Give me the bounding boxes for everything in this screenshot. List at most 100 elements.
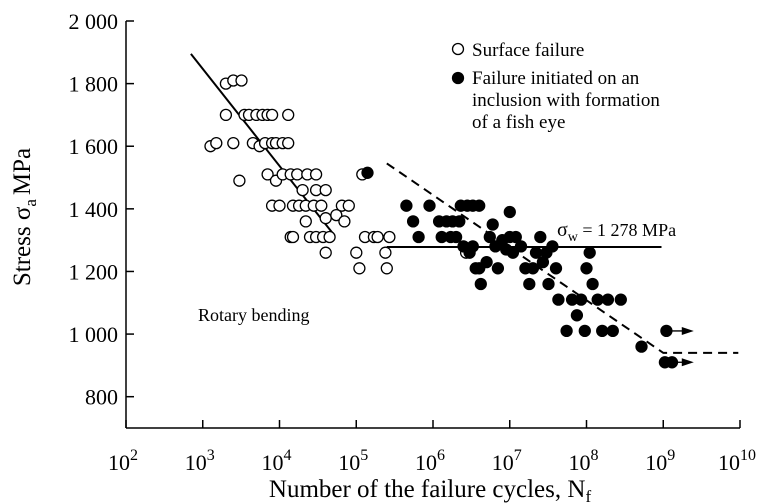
- inclusion-failure-point: [491, 262, 505, 275]
- inclusion-failure-point: [406, 215, 420, 228]
- x-tick-label: 104: [262, 447, 292, 475]
- fatigue-limit-label: σw = 1 278 MPa: [557, 219, 676, 245]
- rotary-bending-label: Rotary bending: [198, 305, 309, 325]
- inclusion-failure-point: [635, 340, 648, 353]
- surface-failure-point: [315, 199, 328, 212]
- inclusion-failure-point: [552, 293, 565, 306]
- inclusion-failure-point: [660, 324, 673, 338]
- inclusion-failure-point: [526, 262, 540, 275]
- runout-arrow-head: [681, 358, 694, 367]
- y-tick-label: 800: [85, 385, 118, 410]
- inclusion-failure-point: [570, 309, 584, 322]
- surface-failure-point: [299, 215, 312, 228]
- surface-failure-point: [353, 262, 366, 275]
- surface-failure-point: [235, 74, 248, 87]
- inclusion-failure-point: [580, 262, 593, 275]
- y-tick-label: 1 400: [69, 197, 119, 222]
- surface-failure-point: [350, 246, 363, 259]
- x-tick-label: 103: [185, 447, 215, 475]
- y-axis-title: Stress σaMPa: [9, 148, 40, 286]
- inclusion-failure-point: [473, 199, 486, 212]
- surface-failure-point: [338, 215, 351, 228]
- inclusion-failure-point: [483, 230, 496, 244]
- surface-failure-point: [282, 136, 295, 150]
- inclusion-failure-point: [523, 277, 536, 291]
- surface-failure-point: [380, 262, 393, 275]
- y-tick-label: 2 000: [69, 9, 119, 34]
- inclusion-failure-point: [546, 240, 559, 253]
- inclusion-failure-point: [591, 293, 604, 306]
- surface-failure-point: [286, 230, 300, 244]
- y-tick-label: 1 800: [69, 72, 119, 97]
- inclusion-failure-point: [453, 215, 466, 228]
- inclusion-failure-point: [506, 246, 520, 259]
- surface-failure-point: [273, 199, 286, 212]
- surface-failure-point: [319, 212, 332, 225]
- surface-failure-point: [383, 230, 396, 244]
- surface-failure-point: [291, 168, 304, 181]
- inclusion-failure-point: [596, 324, 609, 338]
- surface-failure-point: [342, 199, 355, 212]
- y-tick-label: 1 000: [69, 322, 119, 347]
- inclusion-failure-point: [542, 277, 555, 291]
- inclusion-failure-point: [480, 255, 493, 269]
- inclusion-failure-point: [601, 293, 615, 306]
- x-tick-label: 105: [338, 447, 368, 475]
- legend-label-inclusion-line2: inclusion with formation: [472, 90, 660, 111]
- inclusion-failure-point: [549, 262, 563, 275]
- surface-failure-point: [309, 168, 323, 181]
- surface-failure-point: [323, 230, 336, 244]
- x-tick-label: 1010: [718, 447, 756, 475]
- inclusion-failure-point: [361, 166, 374, 179]
- surface-failure-point: [227, 136, 240, 150]
- y-tick-label: 1 200: [69, 259, 119, 284]
- high-cycle-trend-line: [386, 162, 739, 354]
- legend-label-inclusion-line1: Failure initiated on an: [472, 68, 640, 89]
- surface-failure-point: [265, 108, 279, 122]
- surface-failure-point: [330, 208, 343, 222]
- inclusion-failure-point: [466, 240, 479, 253]
- legend-filled-circle-marker: [451, 71, 465, 85]
- inclusion-failure-point: [474, 277, 487, 291]
- surface-failure-point: [296, 183, 309, 197]
- surface-failure-point: [379, 246, 392, 259]
- x-tick-label: 108: [569, 447, 599, 475]
- surface-failure-point: [233, 174, 246, 187]
- x-axis-title: Number of the failure cycles, Nf: [269, 476, 592, 504]
- inclusion-failure-point: [583, 246, 596, 259]
- runout-arrow-head: [681, 326, 694, 335]
- inclusion-failure-point: [514, 240, 528, 253]
- x-tick-label: 107: [492, 447, 522, 475]
- inclusion-failure-point: [509, 230, 522, 244]
- inclusion-failure-point: [449, 230, 463, 244]
- x-tick-label: 109: [645, 447, 675, 475]
- inclusion-failure-point: [423, 199, 436, 212]
- surface-failure-point: [219, 108, 233, 122]
- inclusion-failure-point: [586, 277, 599, 291]
- legend-label-inclusion-line3: of a fish eye: [472, 112, 565, 133]
- inclusion-failure-point: [574, 293, 588, 306]
- inclusion-failure-point: [486, 218, 499, 231]
- data-points: [204, 74, 679, 369]
- inclusion-failure-point: [503, 205, 516, 219]
- inclusion-failure-point: [665, 356, 679, 369]
- surface-failure-point: [210, 136, 223, 150]
- inclusion-failure-point: [578, 324, 591, 338]
- y-tick-label: 1 600: [69, 134, 119, 159]
- legend: Surface failure Failure initiated on an …: [451, 40, 660, 133]
- inclusion-failure-point: [529, 246, 543, 259]
- surface-failure-point: [371, 230, 384, 244]
- surface-failure-point: [261, 168, 274, 181]
- surface-failure-point: [282, 108, 295, 122]
- legend-open-circle-marker: [451, 42, 465, 56]
- legend-label-surface: Surface failure: [472, 40, 584, 61]
- inclusion-failure-point: [412, 230, 425, 244]
- inclusion-failure-point: [614, 293, 627, 306]
- surface-failure-point: [319, 246, 332, 259]
- axes: 800 1 000 1 200 1 400 1 600 1 800 2 000 102 103 1…: [69, 9, 757, 475]
- inclusion-failure-point: [560, 324, 573, 338]
- x-tick-label: 102: [108, 447, 138, 475]
- inclusion-failure-point: [606, 324, 619, 338]
- inclusion-failure-point: [534, 230, 547, 244]
